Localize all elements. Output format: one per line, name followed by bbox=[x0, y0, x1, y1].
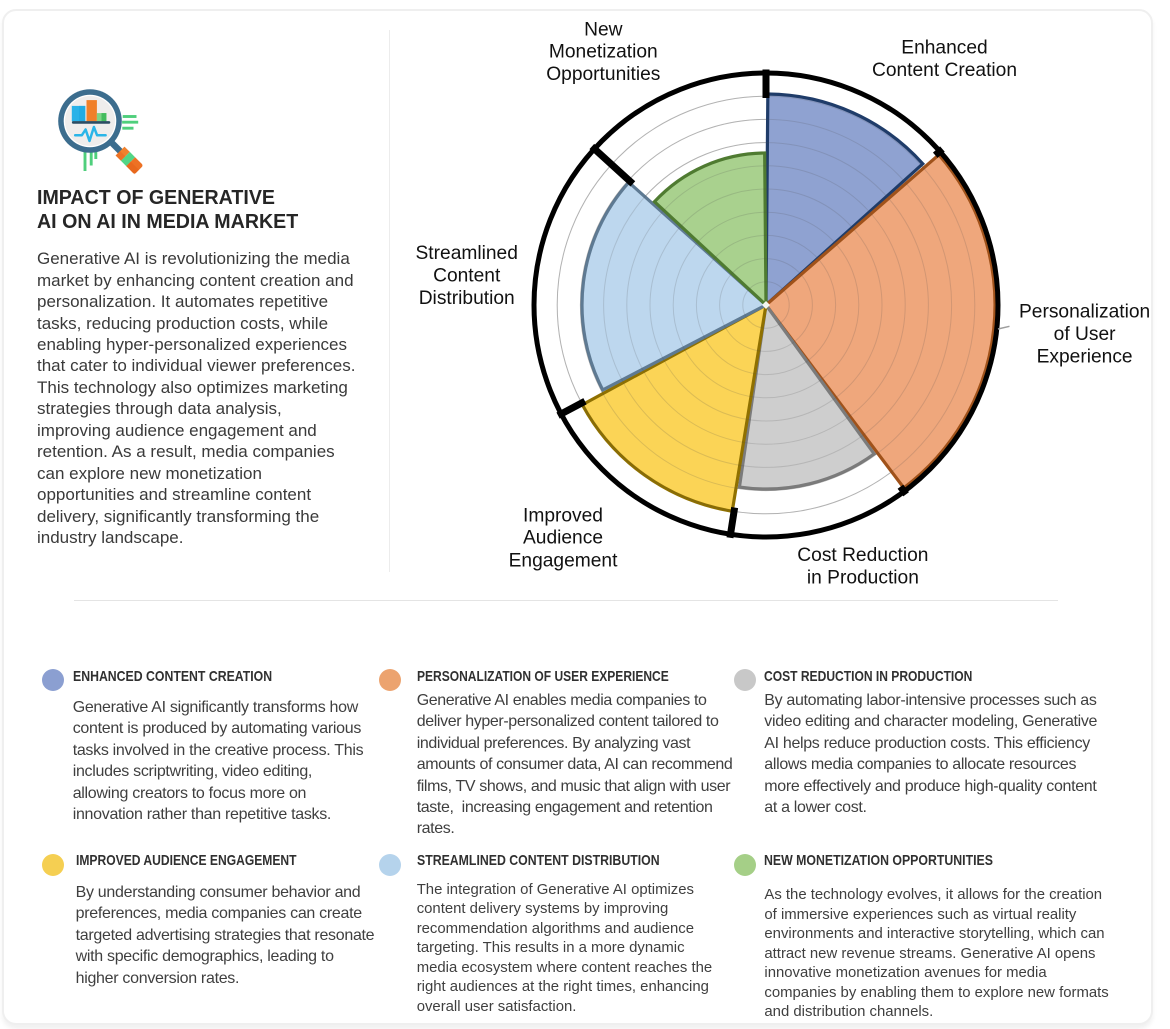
svg-text:Distribution: Distribution bbox=[419, 288, 515, 309]
svg-text:Engagement: Engagement bbox=[509, 550, 618, 571]
svg-text:Streamlined: Streamlined bbox=[416, 243, 518, 264]
svg-text:in Production: in Production bbox=[807, 568, 919, 589]
svg-text:Improved: Improved bbox=[523, 506, 603, 527]
svg-text:Content: Content bbox=[433, 266, 501, 287]
svg-text:Audience: Audience bbox=[523, 528, 603, 549]
svg-text:Personalization: Personalization bbox=[1019, 302, 1150, 323]
svg-text:Experience: Experience bbox=[1037, 346, 1133, 367]
svg-text:New: New bbox=[584, 19, 623, 40]
svg-text:of User: of User bbox=[1054, 324, 1116, 345]
svg-text:Monetization: Monetization bbox=[549, 42, 658, 63]
svg-text:Cost Reduction: Cost Reduction bbox=[797, 545, 928, 566]
svg-text:Content Creation: Content Creation bbox=[872, 60, 1017, 81]
svg-text:Opportunities: Opportunities bbox=[546, 64, 660, 85]
svg-text:Enhanced: Enhanced bbox=[901, 38, 987, 59]
